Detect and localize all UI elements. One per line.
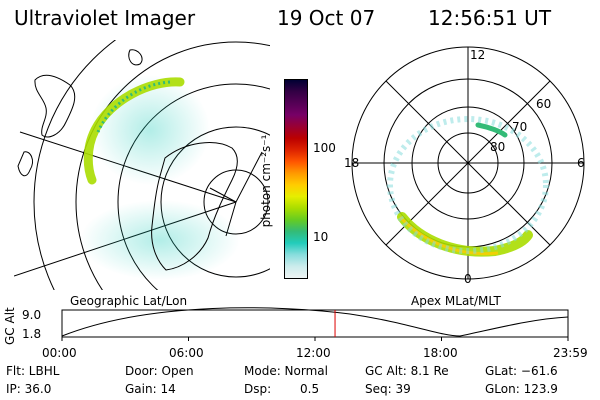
mlt-label-0: 0 — [464, 272, 472, 285]
xtick-1800: 18:00 — [423, 346, 458, 360]
altitude-ytick-1-8: 1.8 — [22, 327, 41, 341]
mlt-line-diag — [385, 80, 551, 246]
continent-outline — [151, 142, 238, 271]
ip-status: IP: 36.0 — [6, 382, 52, 396]
date-label: 19 Oct 07 — [277, 6, 376, 30]
instrument-title: Ultraviolet Imager — [14, 6, 196, 30]
colorbar-unit-label: photon cm⁻²s⁻¹ — [259, 134, 273, 228]
island-outline — [128, 49, 143, 66]
lat-circle — [117, 83, 270, 290]
filter-status: Flt: LBHL — [6, 364, 60, 378]
right-panel-caption: Apex MLat/MLT — [411, 294, 501, 308]
aurora-oval-peak — [398, 215, 499, 256]
mlt-label-6: 6 — [577, 156, 585, 170]
time-label: 12:56:51 UT — [428, 6, 552, 30]
gc-alt-status: GC Alt: 8.1 Re — [365, 364, 449, 378]
aurora-oval-haze — [387, 116, 549, 254]
seq-status: Seq: 39 — [365, 382, 411, 396]
meridian-line — [235, 151, 263, 203]
left-panel-caption: Geographic Lat/Lon — [70, 294, 188, 308]
altitude-plot: GC Alt 9.0 1.8 00:00 06:00 12:00 18:00 2… — [3, 307, 588, 360]
aurora-arc — [83, 77, 185, 185]
polar-mlat-mlt-panel: 12 18 6 0 60 70 80 — [344, 46, 585, 285]
xtick-0600: 06:00 — [169, 346, 204, 360]
mlat-label-80: 80 — [490, 140, 505, 154]
xtick-2359: 23:59 — [553, 346, 588, 360]
altitude-ytick-9: 9.0 — [22, 308, 41, 322]
mlt-label-12: 12 — [470, 48, 485, 62]
mlat-label-60: 60 — [536, 97, 551, 111]
dsp-value: 0.5 — [300, 382, 320, 396]
mlt-label-18: 18 — [344, 156, 359, 170]
glat-status: GLat: −61.6 — [485, 364, 558, 378]
aurora-oval-day — [475, 122, 508, 138]
mode-status: Mode: Normal — [244, 364, 328, 378]
gain-status: Gain: 14 — [125, 382, 176, 396]
altitude-plot-frame — [61, 309, 569, 338]
mlat-label-70: 70 — [512, 120, 527, 134]
xtick-1200: 12:00 — [296, 346, 331, 360]
xtick-0000: 00:00 — [42, 346, 77, 360]
door-status: Door: Open — [125, 364, 194, 378]
coastline-outline — [17, 151, 33, 177]
lat-circle — [75, 41, 270, 290]
colorbar-tick-100: 100 — [313, 141, 336, 155]
coastline-outline — [34, 74, 76, 138]
dsp-label: Dsp: — [244, 382, 272, 396]
lat-circle — [33, 40, 117, 290]
colorbar-tick-10: 10 — [313, 230, 329, 244]
geographic-map-panel — [14, 40, 270, 290]
aurora-edge — [96, 80, 171, 133]
colorbar — [284, 79, 308, 279]
altitude-curve — [61, 307, 569, 337]
meridian-line — [209, 187, 237, 203]
glon-status: GLon: 123.9 — [485, 382, 558, 396]
altitude-ylabel: GC Alt — [3, 307, 17, 345]
